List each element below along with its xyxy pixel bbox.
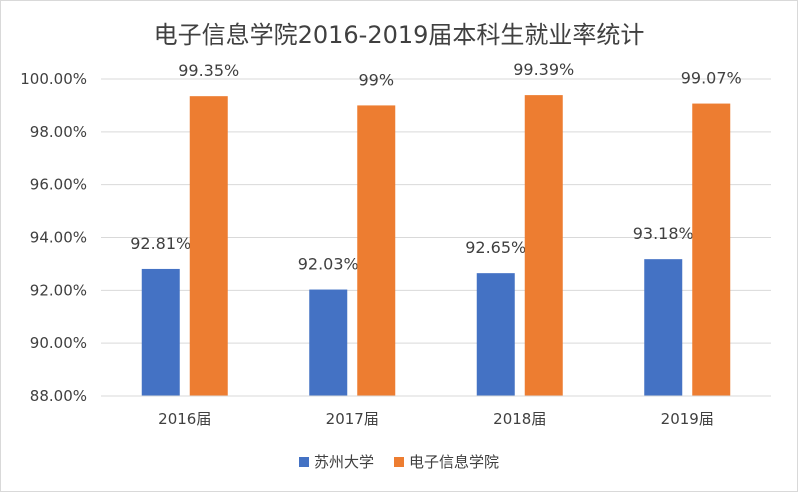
- y-tick-label: 92.00%: [30, 281, 87, 299]
- legend-item-series-1: 苏州大学: [298, 451, 374, 472]
- legend-item-series-2: 电子信息学院: [394, 451, 499, 472]
- x-tick-label: 2018届: [493, 410, 546, 428]
- bar: [357, 105, 396, 397]
- bar: [309, 289, 348, 396]
- data-label: 99.07%: [681, 69, 742, 88]
- legend-swatch-series-2: [394, 456, 404, 467]
- bar: [476, 273, 515, 396]
- data-label: 99.35%: [178, 61, 239, 80]
- legend-swatch-series-1: [298, 456, 309, 467]
- chart-title: 电子信息学院2016-2019届本科生就业率统计: [153, 21, 645, 49]
- bar: [141, 268, 180, 396]
- data-label: 99.39%: [513, 60, 574, 79]
- bar: [692, 103, 731, 396]
- x-tick-label: 2017届: [326, 410, 379, 428]
- y-tick-label: 96.00%: [30, 176, 87, 194]
- data-label: 92.65%: [465, 238, 526, 257]
- data-label: 92.03%: [298, 255, 359, 274]
- x-tick-label: 2019届: [661, 410, 714, 428]
- legend-label-series-2: 电子信息学院: [409, 453, 500, 471]
- data-label: 93.18%: [633, 224, 694, 243]
- chart-legend: 苏州大学 电子信息学院: [1, 451, 797, 472]
- bar: [524, 95, 563, 396]
- y-tick-label: 98.00%: [30, 123, 87, 141]
- bar: [189, 96, 228, 396]
- y-tick-label: 94.00%: [30, 229, 87, 247]
- data-label: 92.81%: [130, 234, 191, 253]
- y-tick-label: 90.00%: [30, 334, 87, 352]
- y-tick-label: 100.00%: [20, 70, 87, 88]
- x-tick-label: 2016届: [158, 410, 211, 428]
- bar: [644, 259, 683, 396]
- y-tick-label: 88.00%: [30, 387, 87, 405]
- legend-label-series-1: 苏州大学: [313, 453, 374, 471]
- data-label: 99%: [358, 70, 394, 89]
